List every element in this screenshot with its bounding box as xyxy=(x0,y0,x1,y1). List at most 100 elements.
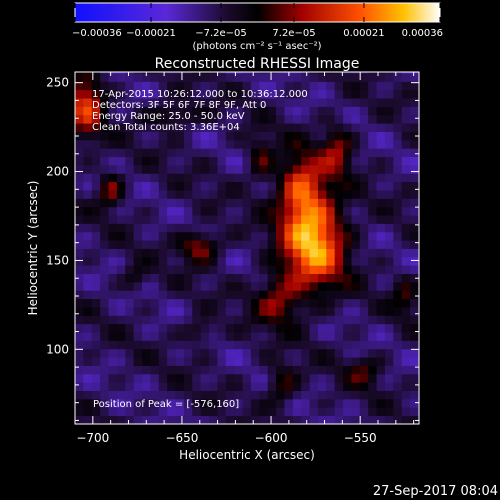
heatmap-cell xyxy=(384,198,394,208)
heatmap-cell xyxy=(292,415,302,424)
heatmap-cell xyxy=(359,206,369,216)
heatmap-cell xyxy=(418,81,419,91)
heatmap-cell xyxy=(183,198,193,208)
heatmap-cell xyxy=(326,248,336,258)
heatmap-cell xyxy=(217,231,227,241)
heatmap-cell xyxy=(234,357,243,366)
heatmap-cell xyxy=(125,298,135,308)
heatmap-cell xyxy=(401,215,411,224)
heatmap-cell xyxy=(200,407,210,417)
heatmap-cell xyxy=(259,148,269,158)
heatmap-cell xyxy=(276,156,285,166)
heatmap-cell xyxy=(309,348,319,358)
heatmap-cell xyxy=(393,131,403,141)
heatmap-cell xyxy=(75,373,84,383)
heatmap-cell xyxy=(91,123,101,132)
footer-date: 27-Sep-2017 08:04 xyxy=(373,484,498,499)
heatmap-cell xyxy=(83,131,93,141)
heatmap-cell xyxy=(376,148,386,158)
heatmap-cell xyxy=(175,365,185,375)
heatmap-cell xyxy=(125,357,135,366)
heatmap-cell xyxy=(125,173,135,183)
heatmap-cell xyxy=(142,348,151,358)
heatmap-cell xyxy=(167,256,176,266)
heatmap-cell xyxy=(209,190,218,199)
heatmap-cell xyxy=(116,73,126,82)
heatmap-cell xyxy=(250,89,260,99)
heatmap-cell xyxy=(376,348,386,358)
heatmap-cell xyxy=(192,315,202,325)
heatmap-cell xyxy=(75,223,84,233)
heatmap-cell xyxy=(209,114,218,124)
heatmap-cell xyxy=(284,139,294,149)
heatmap-cell xyxy=(410,89,419,99)
heatmap-cell xyxy=(75,231,84,241)
heatmap-cell xyxy=(250,398,260,408)
heatmap-cell xyxy=(401,382,411,391)
heatmap-cell xyxy=(359,348,369,358)
heatmap-cell xyxy=(150,106,160,116)
heatmap-cell xyxy=(125,256,135,266)
heatmap-cell xyxy=(133,181,143,191)
heatmap-cell xyxy=(242,315,252,325)
heatmap-cell xyxy=(284,256,294,266)
heatmap-cell xyxy=(83,190,93,199)
heatmap-cell xyxy=(100,131,109,141)
heatmap-cell xyxy=(91,139,101,149)
heatmap-cell xyxy=(301,290,310,300)
heatmap-cell xyxy=(225,398,235,408)
heatmap-cell xyxy=(242,390,252,400)
heatmap-cell xyxy=(401,348,411,358)
heatmap-cell xyxy=(410,281,419,291)
heatmap-cell xyxy=(91,73,101,82)
heatmap-cell xyxy=(142,98,151,107)
heatmap-cell xyxy=(108,114,118,124)
heatmap-cell xyxy=(334,98,344,107)
heatmap-cell xyxy=(158,198,168,208)
heatmap-cell xyxy=(91,382,101,391)
heatmap-cell xyxy=(410,181,419,191)
heatmap-cell xyxy=(75,348,84,358)
heatmap-cell xyxy=(301,256,310,266)
heatmap-cell xyxy=(167,89,176,99)
heatmap-cell xyxy=(209,164,218,174)
y-axis-label: Heliocentric Y (arcsec) xyxy=(26,181,40,316)
heatmap-cell xyxy=(234,290,243,300)
heatmap-cell xyxy=(100,390,109,400)
heatmap-cell xyxy=(284,248,294,258)
heatmap-cell xyxy=(292,223,302,233)
heatmap-cell xyxy=(384,106,394,116)
heatmap-cell xyxy=(108,382,118,391)
heatmap-cell xyxy=(133,156,143,166)
heatmap-cell xyxy=(242,281,252,291)
heatmap-cell xyxy=(242,173,252,183)
heatmap-cell xyxy=(359,382,369,391)
heatmap-cell xyxy=(142,206,151,216)
heatmap-cell xyxy=(116,365,126,375)
heatmap-cell xyxy=(359,407,369,417)
heatmap-cell xyxy=(175,223,185,233)
heatmap-cell xyxy=(158,290,168,300)
heatmap-cell xyxy=(158,190,168,199)
heatmap-cell xyxy=(192,156,202,166)
heatmap-cell xyxy=(91,298,101,308)
heatmap-cell xyxy=(167,281,176,291)
heatmap-cell xyxy=(301,72,310,74)
heatmap-cell xyxy=(83,407,93,417)
heatmap-cell xyxy=(225,415,235,424)
heatmap-cell xyxy=(292,131,302,141)
heatmap-cell xyxy=(242,131,252,141)
heatmap-cell xyxy=(142,215,151,224)
heatmap-cell xyxy=(250,240,260,249)
heatmap-cell xyxy=(250,81,260,91)
heatmap-cell xyxy=(384,114,394,124)
heatmap-cell xyxy=(343,240,352,249)
heatmap-cell xyxy=(150,164,160,174)
heatmap-cell xyxy=(175,114,185,124)
heatmap-cell xyxy=(91,373,101,383)
heatmap-cell xyxy=(234,114,243,124)
heatmap-cell xyxy=(368,348,377,358)
heatmap-cell xyxy=(75,81,84,91)
heatmap-cell xyxy=(108,106,118,116)
heatmap-cell xyxy=(301,415,310,424)
